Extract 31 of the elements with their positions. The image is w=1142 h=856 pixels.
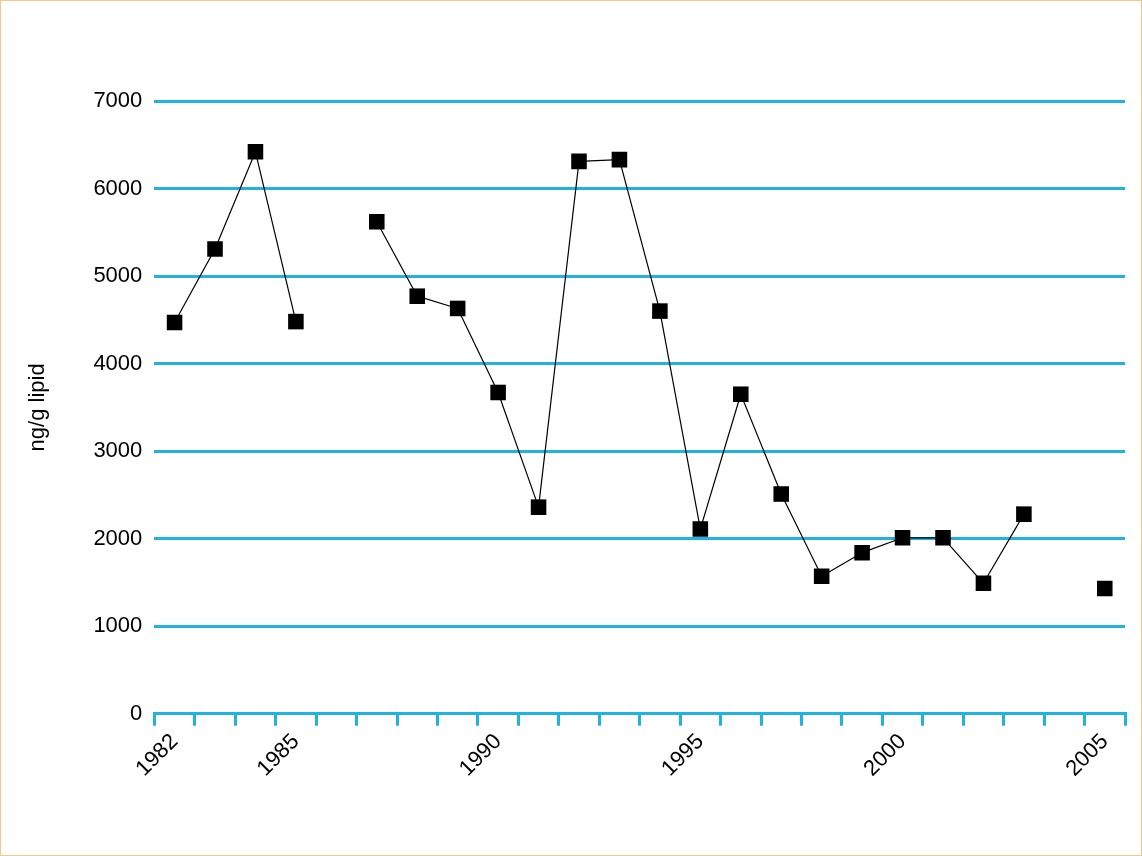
point bbox=[935, 530, 951, 546]
point bbox=[652, 303, 668, 319]
point bbox=[490, 384, 506, 401]
y-tick-label: 7000 bbox=[93, 87, 143, 113]
y-tick-label: 2000 bbox=[93, 524, 143, 550]
point bbox=[207, 241, 223, 257]
point bbox=[975, 575, 992, 592]
y-tick-label: 6000 bbox=[93, 174, 143, 200]
point bbox=[733, 386, 749, 403]
point bbox=[409, 288, 426, 304]
point bbox=[449, 300, 466, 317]
y-tick-label: 4000 bbox=[93, 349, 143, 375]
point bbox=[530, 499, 547, 515]
y-tick-label: 3000 bbox=[93, 437, 143, 463]
point bbox=[166, 314, 183, 331]
point bbox=[247, 143, 264, 160]
point bbox=[571, 153, 587, 170]
point bbox=[1016, 506, 1032, 522]
point bbox=[813, 568, 830, 585]
y-tick-label: 1000 bbox=[93, 612, 143, 638]
point bbox=[369, 214, 385, 230]
point bbox=[611, 151, 628, 168]
point bbox=[773, 486, 789, 502]
point bbox=[692, 521, 709, 537]
y-axis-title: ng/g lipid bbox=[24, 363, 50, 452]
y-tick-label: 0 bbox=[130, 699, 143, 725]
y-tick-label: 5000 bbox=[93, 262, 143, 288]
point bbox=[288, 313, 304, 330]
point bbox=[1097, 580, 1113, 597]
point bbox=[894, 530, 911, 546]
point bbox=[854, 544, 870, 561]
